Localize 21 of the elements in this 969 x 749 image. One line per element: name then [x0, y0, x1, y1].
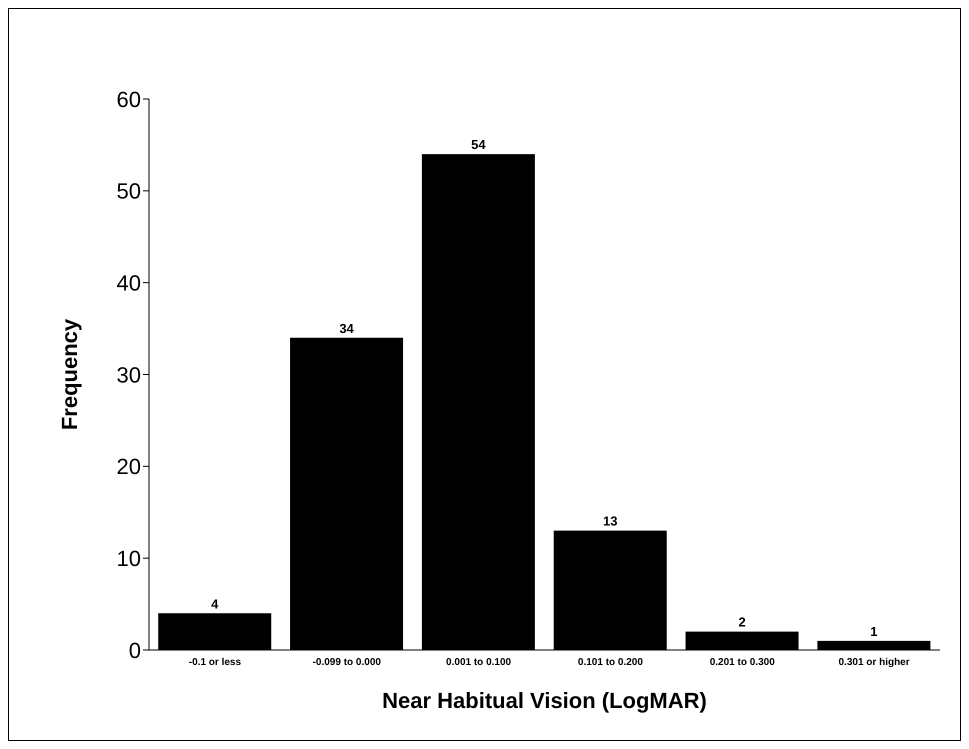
data-label: 34 — [339, 320, 355, 336]
data-label: 13 — [602, 514, 618, 529]
x-tick-label: 0.301 or higher — [838, 657, 910, 668]
x-tick-label: 0.101 to 0.200 — [578, 657, 644, 668]
x-tick-label: -0.099 to 0.000 — [312, 657, 382, 668]
y-tick-label: 20 — [116, 454, 141, 480]
y-tick-label: 50 — [116, 178, 141, 204]
x-tick-label: -0.1 or less — [188, 657, 242, 668]
y-tick-label: 40 — [116, 270, 141, 296]
y-tick-label: 10 — [116, 546, 141, 571]
x-tick-label: 0.201 to 0.300 — [710, 657, 776, 668]
data-label: 2 — [738, 614, 746, 630]
y-tick-label: 0 — [128, 638, 141, 663]
data-label: 54 — [471, 137, 486, 152]
x-axis-title: Near Habitual Vision (LogMAR) — [382, 688, 707, 713]
y-axis-title: Frequency — [56, 318, 82, 430]
y-tick-label: 60 — [116, 86, 141, 112]
data-label: 1 — [870, 624, 878, 639]
data-label: 4 — [211, 596, 220, 612]
y-tick-label: 30 — [116, 362, 141, 388]
x-tick-label: 0.001 to 0.100 — [446, 657, 512, 668]
